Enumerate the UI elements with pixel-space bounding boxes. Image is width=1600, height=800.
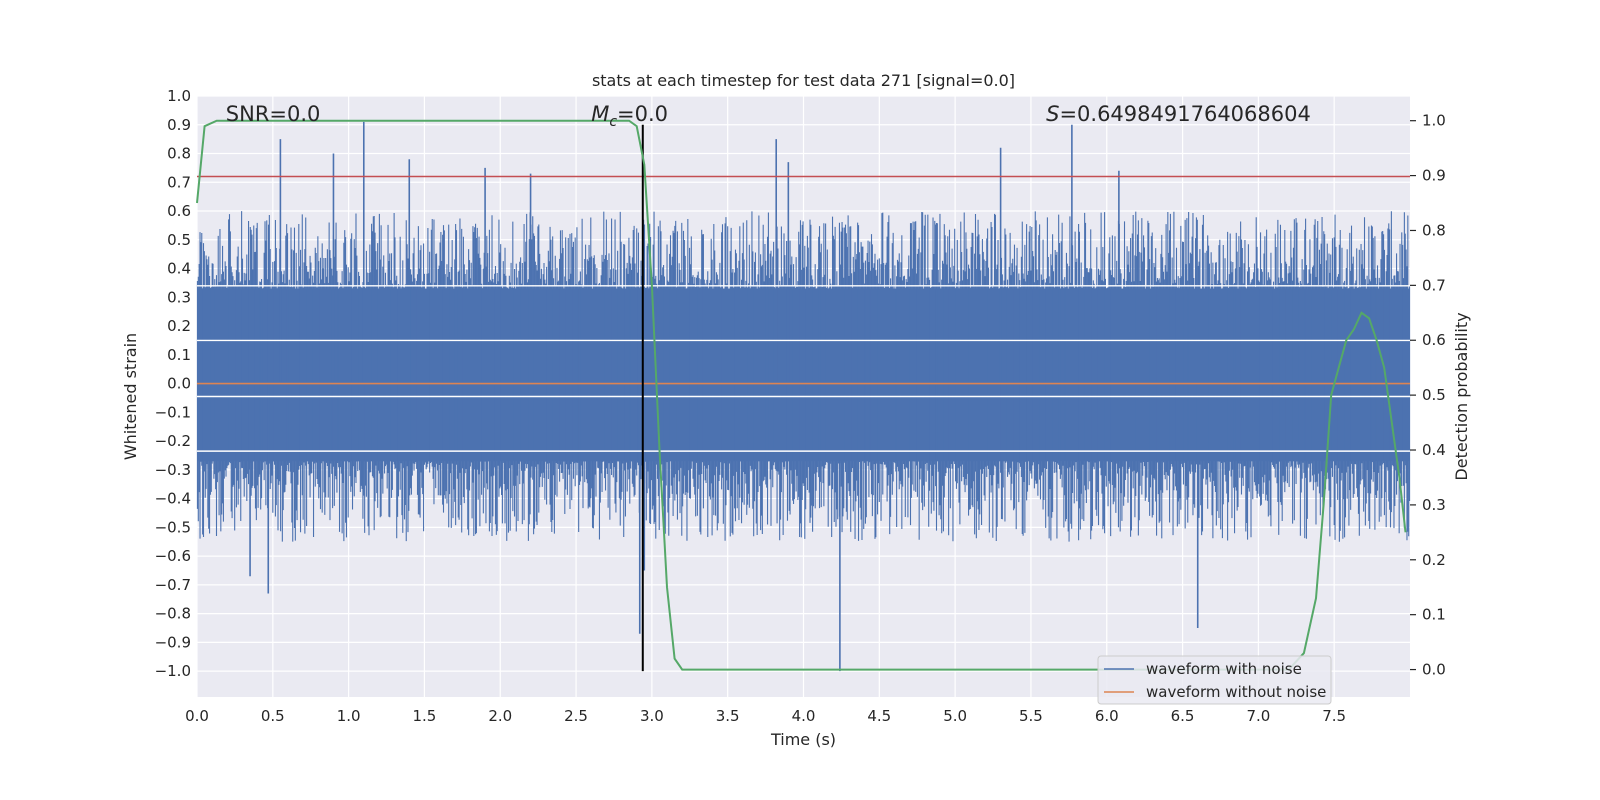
y-right-tick-label-2: 0.8 bbox=[1422, 221, 1446, 239]
y-right-tick-label-7: 0.3 bbox=[1422, 496, 1446, 514]
x-axis-ticks: 0.0 0.5 1.0 1.5 2.0 2.5 3.0 3.5 4.0 4.5 5.0 5.5 6.0 6… bbox=[185, 707, 1346, 725]
y-tick-label-5: 0.5 bbox=[167, 231, 191, 249]
y-tick-label-10: 0.0 bbox=[167, 375, 191, 393]
x-tick-label-1: 0.5 bbox=[261, 707, 285, 725]
y-tick-label-4: 0.6 bbox=[167, 202, 191, 220]
reference-lines bbox=[197, 124, 1410, 672]
y-axis-right-label: Detection probability bbox=[1452, 312, 1471, 480]
y-axis-label: Whitened strain bbox=[121, 333, 140, 460]
annotation-score: S=0.6498491764068604 bbox=[1046, 102, 1311, 126]
y-right-tick-label-3: 0.7 bbox=[1422, 276, 1446, 294]
x-tick-label-6: 3.0 bbox=[640, 707, 664, 725]
x-tick-label-10: 5.0 bbox=[943, 707, 967, 725]
y-right-tick-label-10: 0.0 bbox=[1422, 661, 1446, 679]
y-tick-label-20: −1.0 bbox=[155, 662, 191, 680]
series-detection-probability bbox=[196, 119, 1407, 671]
annotation-score-value: =0.6498491764068604 bbox=[1059, 102, 1310, 126]
y-tick-label-1: 0.9 bbox=[167, 116, 191, 134]
y-tick-label-3: 0.7 bbox=[167, 173, 191, 191]
x-tick-label-0: 0.0 bbox=[185, 707, 209, 725]
y-tick-label-11: −0.1 bbox=[155, 403, 191, 421]
white-bands bbox=[197, 285, 1410, 452]
x-tick-label-9: 4.5 bbox=[867, 707, 891, 725]
legend: waveform with noise waveform without noi… bbox=[1097, 655, 1332, 705]
y-right-tick-label-0: 1.0 bbox=[1422, 112, 1446, 130]
y-axis-ticks: 1.0 0.9 0.8 0.7 0.6 0.5 0.4 0.3 0.2 0.1 0.0 −0.1 −0.… bbox=[155, 87, 191, 680]
y-axis-right-ticks: 1.0 0.9 0.8 0.7 0.6 0.5 0.4 0.3 0.2 0.1 0.0 bbox=[1410, 112, 1446, 679]
x-axis-label: Time (s) bbox=[770, 730, 836, 749]
y-tick-label-6: 0.4 bbox=[167, 260, 191, 278]
legend-label-waveform-with-noise: waveform with noise bbox=[1146, 660, 1302, 678]
y-right-tick-label-6: 0.4 bbox=[1422, 441, 1446, 459]
x-tick-label-4: 2.0 bbox=[488, 707, 512, 725]
x-tick-label-2: 1.0 bbox=[337, 707, 361, 725]
y-tick-label-7: 0.3 bbox=[167, 288, 191, 306]
annotation-snr: SNR=0.0 bbox=[226, 102, 321, 126]
annotation-chirp-mass-subscript: c bbox=[609, 114, 617, 130]
y-tick-label-12: −0.2 bbox=[155, 432, 191, 450]
y-tick-label-14: −0.4 bbox=[155, 490, 191, 508]
x-tick-label-12: 6.0 bbox=[1095, 707, 1119, 725]
y-tick-label-2: 0.8 bbox=[167, 145, 191, 163]
y-right-tick-label-8: 0.2 bbox=[1422, 551, 1446, 569]
x-tick-label-7: 3.5 bbox=[716, 707, 740, 725]
x-tick-label-13: 6.5 bbox=[1171, 707, 1195, 725]
y-tick-label-19: −0.9 bbox=[155, 633, 191, 651]
x-tick-label-15: 7.5 bbox=[1322, 707, 1346, 725]
x-tick-label-5: 2.5 bbox=[564, 707, 588, 725]
chart-title: stats at each timestep for test data 271… bbox=[592, 71, 1015, 90]
detection-probability-line bbox=[196, 119, 1407, 671]
y-tick-label-16: −0.6 bbox=[155, 547, 191, 565]
x-tick-label-14: 7.0 bbox=[1246, 707, 1270, 725]
y-right-tick-label-5: 0.5 bbox=[1422, 386, 1446, 404]
x-tick-label-3: 1.5 bbox=[413, 707, 437, 725]
y-right-tick-label-4: 0.6 bbox=[1422, 331, 1446, 349]
legend-label-waveform-without-noise: waveform without noise bbox=[1146, 683, 1326, 701]
y-right-tick-label-9: 0.1 bbox=[1422, 606, 1446, 624]
y-tick-label-18: −0.8 bbox=[155, 605, 191, 623]
y-tick-label-9: 0.1 bbox=[167, 346, 191, 364]
annotation-score-symbol: S bbox=[1046, 102, 1059, 126]
series-waveform-with-noise bbox=[196, 121, 1411, 672]
annotation-chirp-mass-symbol: M bbox=[591, 102, 609, 126]
x-tick-label-8: 4.0 bbox=[792, 707, 816, 725]
x-tick-label-11: 5.5 bbox=[1019, 707, 1043, 725]
legend-box bbox=[1097, 655, 1332, 705]
y-tick-label-8: 0.2 bbox=[167, 317, 191, 335]
annotation-chirp-mass: Mc=0.0 bbox=[591, 102, 668, 130]
y-tick-label-13: −0.3 bbox=[155, 461, 191, 479]
y-tick-label-0: 1.0 bbox=[167, 87, 191, 105]
annotation-chirp-mass-value: =0.0 bbox=[617, 102, 668, 126]
y-tick-label-15: −0.5 bbox=[155, 518, 191, 536]
y-tick-label-17: −0.7 bbox=[155, 576, 191, 594]
y-right-tick-label-1: 0.9 bbox=[1422, 167, 1446, 185]
